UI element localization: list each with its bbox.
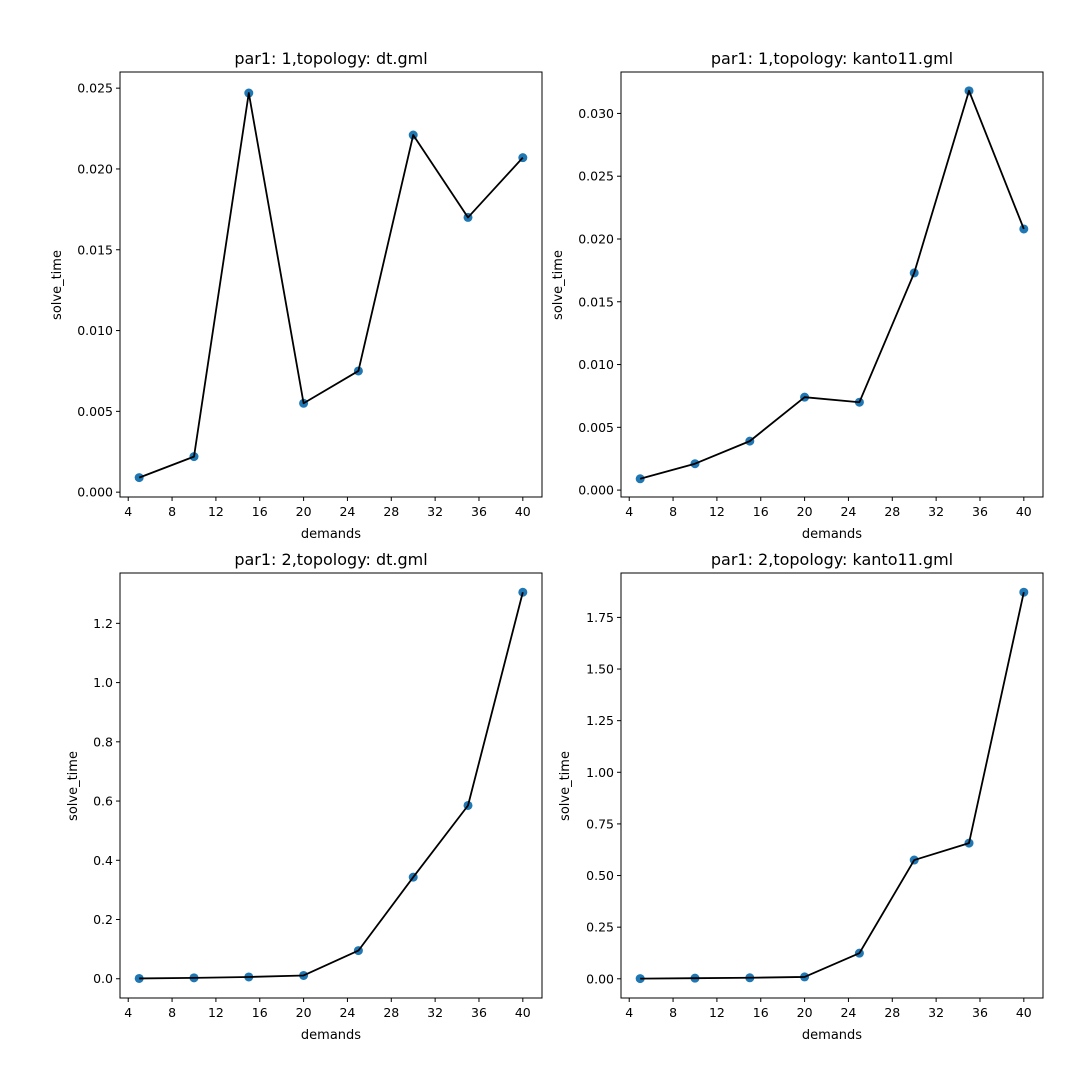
- subplot-title: par1: 2,topology: kanto11.gml: [711, 550, 953, 569]
- x-tick-label: 32: [427, 504, 443, 519]
- subplot-3: par1: 2,topology: dt.gml demands solve_t…: [66, 550, 543, 1043]
- series-line: [640, 592, 1025, 980]
- x-tick-label: 32: [928, 1005, 944, 1020]
- x-tick-label: 16: [252, 504, 268, 519]
- y-tick-label: 0.015: [77, 242, 113, 257]
- y-tick-label: 1.0: [93, 675, 113, 690]
- x-tick-label: 12: [709, 1005, 725, 1020]
- x-tick-label: 24: [840, 504, 856, 519]
- x-tick-label: 28: [383, 1005, 399, 1020]
- y-tick-label: 0.000: [578, 483, 614, 498]
- data-point: [1019, 587, 1029, 597]
- y-tick-label: 0.6: [93, 794, 113, 809]
- y-axis-label: solve_time: [551, 250, 566, 320]
- x-tick-label: 20: [296, 504, 312, 519]
- y-tick-label: 1.75: [586, 610, 614, 625]
- y-tick-label: 0.005: [578, 420, 614, 435]
- y-tick-label: 0.4: [93, 853, 113, 868]
- y-tick-label: 0.50: [586, 868, 614, 883]
- subplot-title: par1: 1,topology: dt.gml: [234, 49, 427, 68]
- y-tick-label: 0.025: [578, 169, 614, 184]
- plot-frame: [620, 71, 1044, 498]
- x-axis-label: demands: [802, 527, 862, 542]
- series-line: [639, 89, 1025, 480]
- x-tick-label: 16: [753, 504, 769, 519]
- x-tick-label: 24: [840, 1005, 856, 1020]
- subplot-2: par1: 1,topology: kanto11.gml demands so…: [551, 49, 1044, 542]
- x-tick-label: 4: [625, 504, 633, 519]
- data-point: [1019, 224, 1029, 234]
- y-tick-label: 0.000: [77, 485, 113, 500]
- x-tick-label: 40: [515, 504, 531, 519]
- x-tick-label: 16: [252, 1005, 268, 1020]
- series-line: [138, 92, 524, 479]
- y-tick-label: 0.25: [586, 920, 614, 935]
- x-tick-label: 4: [124, 504, 132, 519]
- y-axis-label: solve_time: [66, 751, 81, 821]
- y-axis-label: solve_time: [558, 751, 573, 821]
- y-tick-label: 0.010: [578, 357, 614, 372]
- x-tick-label: 16: [753, 1005, 769, 1020]
- y-axis-label: solve_time: [50, 250, 65, 320]
- y-tick-label: 1.25: [586, 713, 614, 728]
- plot-frame: [119, 572, 543, 999]
- plot-frame: [119, 71, 543, 498]
- y-tick-label: 0.030: [578, 106, 614, 121]
- x-tick-label: 28: [884, 1005, 900, 1020]
- x-tick-label: 36: [972, 1005, 988, 1020]
- x-tick-label: 24: [339, 1005, 355, 1020]
- x-tick-label: 28: [884, 504, 900, 519]
- y-tick-label: 0.015: [578, 294, 614, 309]
- x-tick-label: 40: [515, 1005, 531, 1020]
- series-line: [139, 592, 524, 980]
- subplot-4: par1: 2,topology: kanto11.gml demands so…: [558, 550, 1044, 1043]
- x-tick-label: 8: [669, 1005, 677, 1020]
- plot-area: 4 8 12 16 20 24 28 32 36 40 0.000 0.005 0.010 0.015 0.…: [77, 71, 543, 519]
- y-tick-label: 0.75: [586, 816, 614, 831]
- x-tick-label: 32: [427, 1005, 443, 1020]
- x-tick-label: 20: [797, 504, 813, 519]
- plot-area: 4 8 12 16 20 24 28 32 36 40 0.000 0.005 0.010 0.015 0.…: [578, 71, 1044, 519]
- x-tick-label: 8: [669, 504, 677, 519]
- x-tick-label: 32: [928, 504, 944, 519]
- x-tick-label: 40: [1016, 504, 1032, 519]
- y-tick-label: 1.2: [93, 616, 113, 631]
- y-tick-label: 0.8: [93, 734, 113, 749]
- x-tick-label: 8: [168, 504, 176, 519]
- y-tick-label: 0.010: [77, 323, 113, 338]
- x-tick-label: 12: [208, 504, 224, 519]
- x-tick-label: 12: [709, 504, 725, 519]
- x-tick-label: 28: [383, 504, 399, 519]
- y-tick-label: 0.2: [93, 912, 113, 927]
- plot-frame: [620, 572, 1044, 999]
- y-tick-label: 1.00: [586, 765, 614, 780]
- y-tick-label: 0.020: [77, 161, 113, 176]
- subplot-1: par1: 1,topology: dt.gml demands solve_t…: [50, 49, 543, 542]
- x-axis-label: demands: [301, 527, 361, 542]
- y-tick-label: 1.50: [586, 662, 614, 677]
- y-tick-label: 0.025: [77, 81, 113, 96]
- y-tick-label: 0.005: [77, 404, 113, 419]
- x-tick-label: 4: [124, 1005, 132, 1020]
- x-tick-label: 8: [168, 1005, 176, 1020]
- subplot-title: par1: 2,topology: dt.gml: [234, 550, 427, 569]
- x-axis-label: demands: [802, 1028, 862, 1043]
- y-tick-label: 0.0: [93, 971, 113, 986]
- plot-area: 4 8 12 16 20 24 28 32 36 40 0.00 0.25 0.50 0.75 1.00 1.…: [586, 572, 1044, 1020]
- subplot-title: par1: 1,topology: kanto11.gml: [711, 49, 953, 68]
- x-tick-label: 36: [471, 1005, 487, 1020]
- x-tick-label: 20: [296, 1005, 312, 1020]
- x-tick-label: 20: [797, 1005, 813, 1020]
- y-tick-label: 0.00: [586, 971, 614, 986]
- x-tick-label: 36: [471, 504, 487, 519]
- x-tick-label: 24: [339, 504, 355, 519]
- y-tick-label: 0.020: [578, 231, 614, 246]
- x-tick-label: 40: [1016, 1005, 1032, 1020]
- x-tick-label: 12: [208, 1005, 224, 1020]
- plot-area: 4 8 12 16 20 24 28 32 36 40 0.0 0.2 0.4 0.6 0.8 1.0 1.2: [93, 572, 543, 1020]
- x-tick-label: 36: [972, 504, 988, 519]
- x-axis-label: demands: [301, 1028, 361, 1043]
- x-tick-label: 4: [625, 1005, 633, 1020]
